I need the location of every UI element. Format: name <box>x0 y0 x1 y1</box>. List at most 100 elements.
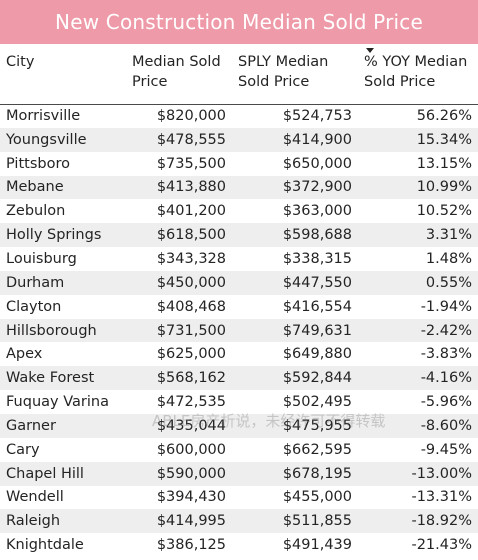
cell-city: Wendell <box>6 489 64 506</box>
cell-yoy-median-sold-price: -1.94% <box>420 298 472 315</box>
cell-sply-median-sold-price: $678,195 <box>232 461 358 486</box>
cell-sply-median-sold-price: $662,595 <box>282 441 352 458</box>
cell-sply-median-sold-price: $524,753 <box>282 108 352 125</box>
cell-yoy-median-sold-price: -13.31% <box>411 489 472 506</box>
cell-median-sold-price: $478,555 <box>126 127 232 152</box>
table-row[interactable]: Holly Springs $618,500 $598,688 3.31% <box>0 223 478 248</box>
cell-yoy-median-sold-price: -8.60% <box>358 413 478 438</box>
cell-sply-median-sold-price: $491,439 <box>282 537 352 554</box>
table-row[interactable]: Cary $600,000 $662,595 -9.45% <box>0 438 478 462</box>
sort-descending-icon[interactable] <box>366 48 374 53</box>
cell-median-sold-price: $435,044 <box>126 413 232 438</box>
table-row[interactable]: Wendell $394,430 $455,000 -13.31% <box>0 486 478 510</box>
cell-sply-median-sold-price: $338,315 <box>282 250 352 267</box>
column-header-city[interactable]: City <box>0 44 126 105</box>
price-table: City Median Sold Price SPLY Median Sold … <box>0 44 478 557</box>
cell-city: Chapel Hill <box>0 461 126 486</box>
cell-yoy-median-sold-price: 10.52% <box>416 203 472 220</box>
table-row[interactable]: Mebane $413,880 $372,900 10.99% <box>0 175 478 200</box>
cell-median-sold-price: $735,500 <box>156 155 226 172</box>
cell-median-sold-price: $394,430 <box>156 489 226 506</box>
column-header-sply-median-sold-price[interactable]: SPLY Median Sold Price <box>232 44 358 105</box>
report-title-bar: New Construction Median Sold Price <box>0 0 478 44</box>
cell-median-sold-price: $731,500 <box>126 318 232 343</box>
cell-city: Mebane <box>0 175 126 200</box>
cell-sply-median-sold-price: $598,688 <box>232 223 358 248</box>
table-row[interactable]: Apex $625,000 $649,880 -3.83% <box>0 342 478 366</box>
cell-city: Morrisville <box>6 108 81 125</box>
table-row[interactable]: Hillsborough $731,500 $749,631 -2.42% <box>0 318 478 343</box>
cell-city: Hillsborough <box>0 318 126 343</box>
cell-yoy-median-sold-price: 0.55% <box>358 270 478 295</box>
cell-city: Durham <box>0 270 126 295</box>
table-row[interactable]: Clayton $408,468 $416,554 -1.94% <box>0 295 478 319</box>
table-row[interactable]: Louisburg $343,328 $338,315 1.48% <box>0 247 478 271</box>
cell-city: Pittsboro <box>6 155 70 172</box>
table-row[interactable]: Garner $435,044 $475,955 -8.60% <box>0 413 478 438</box>
cell-yoy-median-sold-price: 56.26% <box>416 108 472 125</box>
cell-city: Raleigh <box>0 509 126 534</box>
cell-city: Clayton <box>6 298 62 315</box>
cell-yoy-median-sold-price: 1.48% <box>425 250 472 267</box>
cell-city: Holly Springs <box>0 223 126 248</box>
cell-median-sold-price: $820,000 <box>156 108 226 125</box>
cell-city: Fuquay Varina <box>6 394 109 411</box>
cell-yoy-median-sold-price: 10.99% <box>358 175 478 200</box>
cell-median-sold-price: $625,000 <box>156 346 226 363</box>
table-row[interactable]: Durham $450,000 $447,550 0.55% <box>0 270 478 295</box>
cell-sply-median-sold-price: $455,000 <box>282 489 352 506</box>
cell-median-sold-price: $568,162 <box>126 366 232 391</box>
column-header-median-sold-price[interactable]: Median Sold Price <box>126 44 232 105</box>
cell-sply-median-sold-price: $592,844 <box>232 366 358 391</box>
cell-sply-median-sold-price: $502,495 <box>282 394 352 411</box>
table-row[interactable]: Raleigh $414,995 $511,855 -18.92% <box>0 509 478 534</box>
cell-median-sold-price: $414,995 <box>126 509 232 534</box>
cell-sply-median-sold-price: $475,955 <box>232 413 358 438</box>
cell-city: Wake Forest <box>0 366 126 391</box>
cell-city: Youngsville <box>0 127 126 152</box>
cell-median-sold-price: $590,000 <box>126 461 232 486</box>
cell-median-sold-price: $600,000 <box>156 441 226 458</box>
table-row[interactable]: Fuquay Varina $472,535 $502,495 -5.96% <box>0 390 478 414</box>
cell-yoy-median-sold-price: -5.96% <box>420 394 472 411</box>
table-row[interactable]: Zebulon $401,200 $363,000 10.52% <box>0 199 478 223</box>
cell-sply-median-sold-price: $749,631 <box>232 318 358 343</box>
cell-sply-median-sold-price: $649,880 <box>282 346 352 363</box>
header-row: City Median Sold Price SPLY Median Sold … <box>0 44 478 105</box>
cell-sply-median-sold-price: $447,550 <box>232 270 358 295</box>
cell-sply-median-sold-price: $363,000 <box>282 203 352 220</box>
cell-yoy-median-sold-price: -4.16% <box>358 366 478 391</box>
cell-sply-median-sold-price: $372,900 <box>232 175 358 200</box>
cell-median-sold-price: $618,500 <box>126 223 232 248</box>
table-row[interactable]: Chapel Hill $590,000 $678,195 -13.00% <box>0 461 478 486</box>
table-row[interactable]: Wake Forest $568,162 $592,844 -4.16% <box>0 366 478 391</box>
cell-median-sold-price: $413,880 <box>126 175 232 200</box>
column-header-yoy-median-sold-price[interactable]: % YOY Median Sold Price <box>358 44 478 105</box>
cell-yoy-median-sold-price: -18.92% <box>358 509 478 534</box>
cell-median-sold-price: $408,468 <box>156 298 226 315</box>
cell-yoy-median-sold-price: 3.31% <box>358 223 478 248</box>
cell-city: Zebulon <box>6 203 66 220</box>
cell-sply-median-sold-price: $416,554 <box>282 298 352 315</box>
cell-yoy-median-sold-price: 13.15% <box>416 155 472 172</box>
cell-yoy-median-sold-price: 15.34% <box>358 127 478 152</box>
table-row[interactable]: Youngsville $478,555 $414,900 15.34% <box>0 127 478 152</box>
cell-median-sold-price: $401,200 <box>156 203 226 220</box>
table-row[interactable]: Pittsboro $735,500 $650,000 13.15% <box>0 152 478 176</box>
cell-city: Knightdale <box>6 537 84 554</box>
report-title: New Construction Median Sold Price <box>55 10 423 34</box>
table-row[interactable]: Knightdale $386,125 $491,439 -21.43% <box>0 533 478 557</box>
cell-yoy-median-sold-price: -13.00% <box>358 461 478 486</box>
cell-sply-median-sold-price: $414,900 <box>232 127 358 152</box>
table-row[interactable]: Morrisville $820,000 $524,753 56.26% <box>0 104 478 128</box>
cell-city: Louisburg <box>6 250 77 267</box>
cell-city: Apex <box>6 346 43 363</box>
cell-sply-median-sold-price: $650,000 <box>282 155 352 172</box>
cell-median-sold-price: $472,535 <box>156 394 226 411</box>
cell-yoy-median-sold-price: -2.42% <box>358 318 478 343</box>
cell-sply-median-sold-price: $511,855 <box>232 509 358 534</box>
cell-median-sold-price: $386,125 <box>156 537 226 554</box>
cell-yoy-median-sold-price: -21.43% <box>411 537 472 554</box>
cell-yoy-median-sold-price: -3.83% <box>420 346 472 363</box>
cell-yoy-median-sold-price: -9.45% <box>420 441 472 458</box>
